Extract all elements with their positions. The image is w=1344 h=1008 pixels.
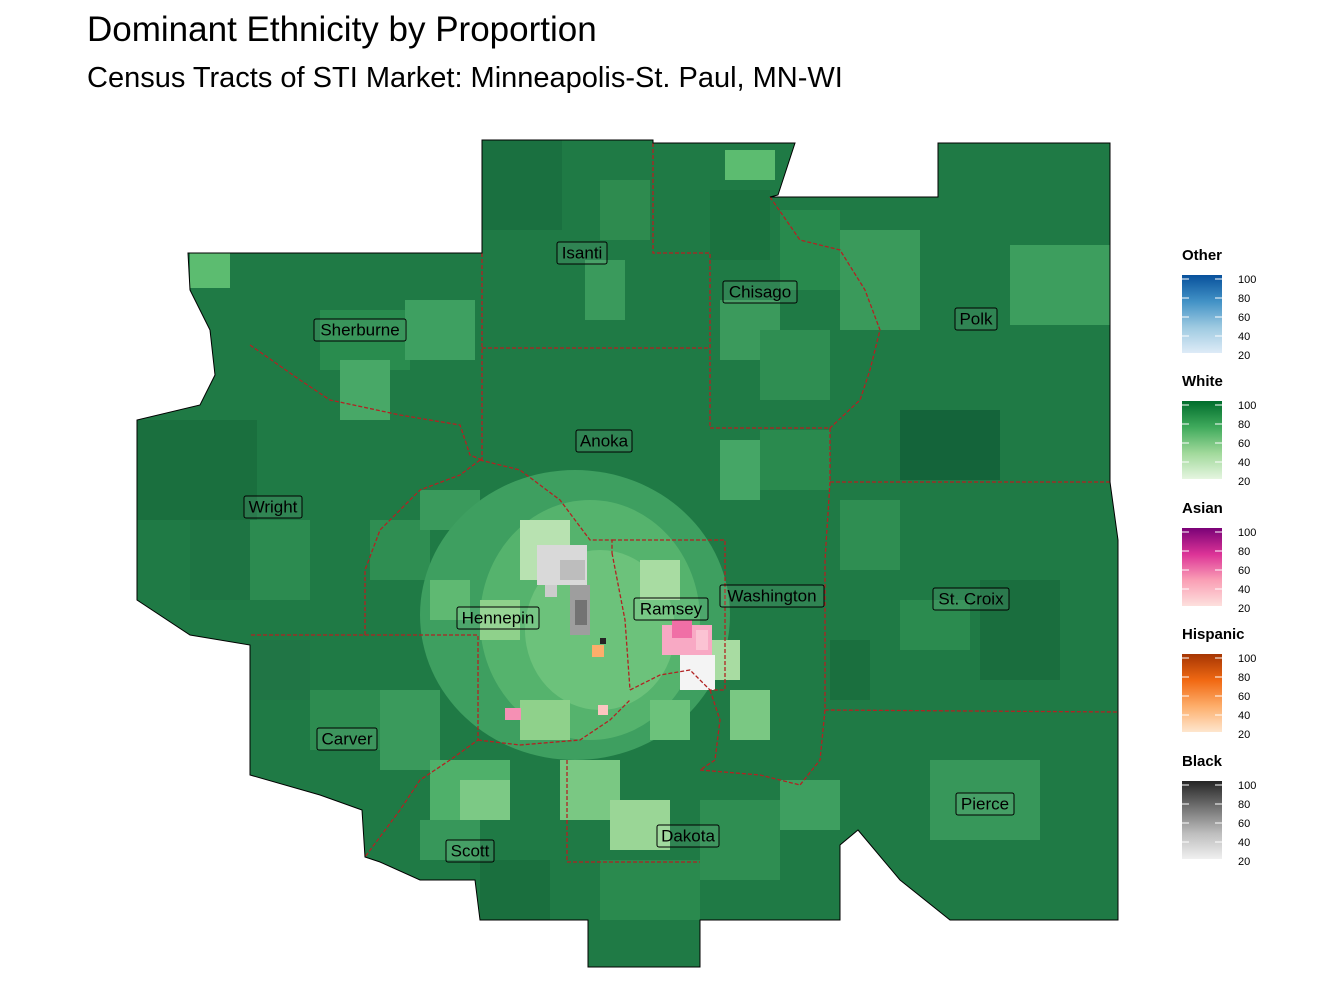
county-name: St. Croix [938,590,1004,609]
county-label-hennepin: Hennepin [456,606,540,630]
legend-asian: Asian 100 80 60 40 20 [1182,500,1256,615]
legend-tick: 100 [1238,780,1256,792]
county-label-isanti: Isanti [556,241,608,265]
county-label-carver: Carver [316,727,378,751]
legend-tick: 40 [1238,584,1250,596]
legend-tick: 60 [1238,565,1250,577]
county-name: Dakota [661,827,715,846]
county-label-washington: Washington [719,584,825,608]
legend-colorbar [1182,275,1222,353]
county-name: Sherburne [320,321,399,340]
legend-tick: 40 [1238,710,1250,722]
tract-mosaic [137,140,1110,920]
market-outline [136,139,1119,968]
legend: Other 100 80 60 40 20 White 100 [1182,247,1256,868]
county-name: Polk [959,310,993,329]
legend-tick: 60 [1238,438,1250,450]
legend-tick: 100 [1238,527,1256,539]
legend-title: Black [1182,753,1223,770]
county-name: Ramsey [640,600,703,619]
county-name: Anoka [580,432,629,451]
county-name: Isanti [562,244,603,263]
legend-tick: 40 [1238,837,1250,849]
county-name: Chisago [729,283,791,302]
county-boundaries [249,143,1119,863]
legend-black: Black 100 80 60 40 20 [1182,753,1256,868]
map-subtitle: Census Tracts of STI Market: Minneapolis… [87,62,843,94]
legend-tick: 100 [1238,400,1256,412]
legend-tick: 80 [1238,799,1250,811]
legend-tick: 100 [1238,274,1256,286]
legend-title: White [1182,373,1223,390]
tract-fill [137,140,1118,967]
legend-other: Other 100 80 60 40 20 [1182,247,1256,362]
county-label-pierce: Pierce [955,792,1015,816]
county-name: Washington [727,587,816,606]
legend-colorbar [1182,401,1222,479]
legend-tick: 80 [1238,293,1250,305]
legend-tick: 40 [1238,457,1250,469]
legend-tick: 40 [1238,331,1250,343]
legend-tick: 60 [1238,691,1250,703]
county-label-wright: Wright [243,495,303,519]
legend-colorbar [1182,781,1222,859]
legend-colorbar [1182,654,1222,732]
county-label-scott: Scott [445,839,495,863]
legend-tick: 20 [1238,350,1250,362]
county-name: Scott [451,842,490,861]
county-name: Pierce [961,795,1009,814]
legend-tick: 80 [1238,672,1250,684]
legend-title: Other [1182,247,1222,264]
legend-title: Asian [1182,500,1223,517]
county-label-sherburne: Sherburne [313,318,407,342]
legend-title: Hispanic [1182,626,1245,643]
legend-tick: 20 [1238,856,1250,868]
minority-tracts [505,545,715,720]
legend-colorbar [1182,528,1222,606]
county-labels: Isanti Chisago Polk Sherburne Anoka Wrig… [243,241,1015,863]
county-label-dakota: Dakota [656,824,720,848]
legend-tick: 60 [1238,818,1250,830]
legend-tick: 20 [1238,603,1250,615]
legend-hispanic: Hispanic 100 80 60 40 20 [1182,626,1256,741]
county-name: Carver [321,730,372,749]
legend-tick: 20 [1238,476,1250,488]
county-label-polk: Polk [954,307,998,331]
county-label-anoka: Anoka [575,429,633,453]
map-title: Dominant Ethnicity by Proportion [87,10,597,49]
legend-tick: 80 [1238,419,1250,431]
legend-tick: 60 [1238,312,1250,324]
county-label-ramsey: Ramsey [633,597,709,621]
legend-tick: 100 [1238,653,1256,665]
county-label-st-croix: St. Croix [932,587,1010,611]
county-name: Wright [249,498,298,517]
legend-tick: 20 [1238,729,1250,741]
county-name: Hennepin [462,609,535,628]
legend-white: White 100 80 60 40 20 [1182,373,1256,488]
county-label-chisago: Chisago [722,280,798,304]
legend-tick: 80 [1238,546,1250,558]
